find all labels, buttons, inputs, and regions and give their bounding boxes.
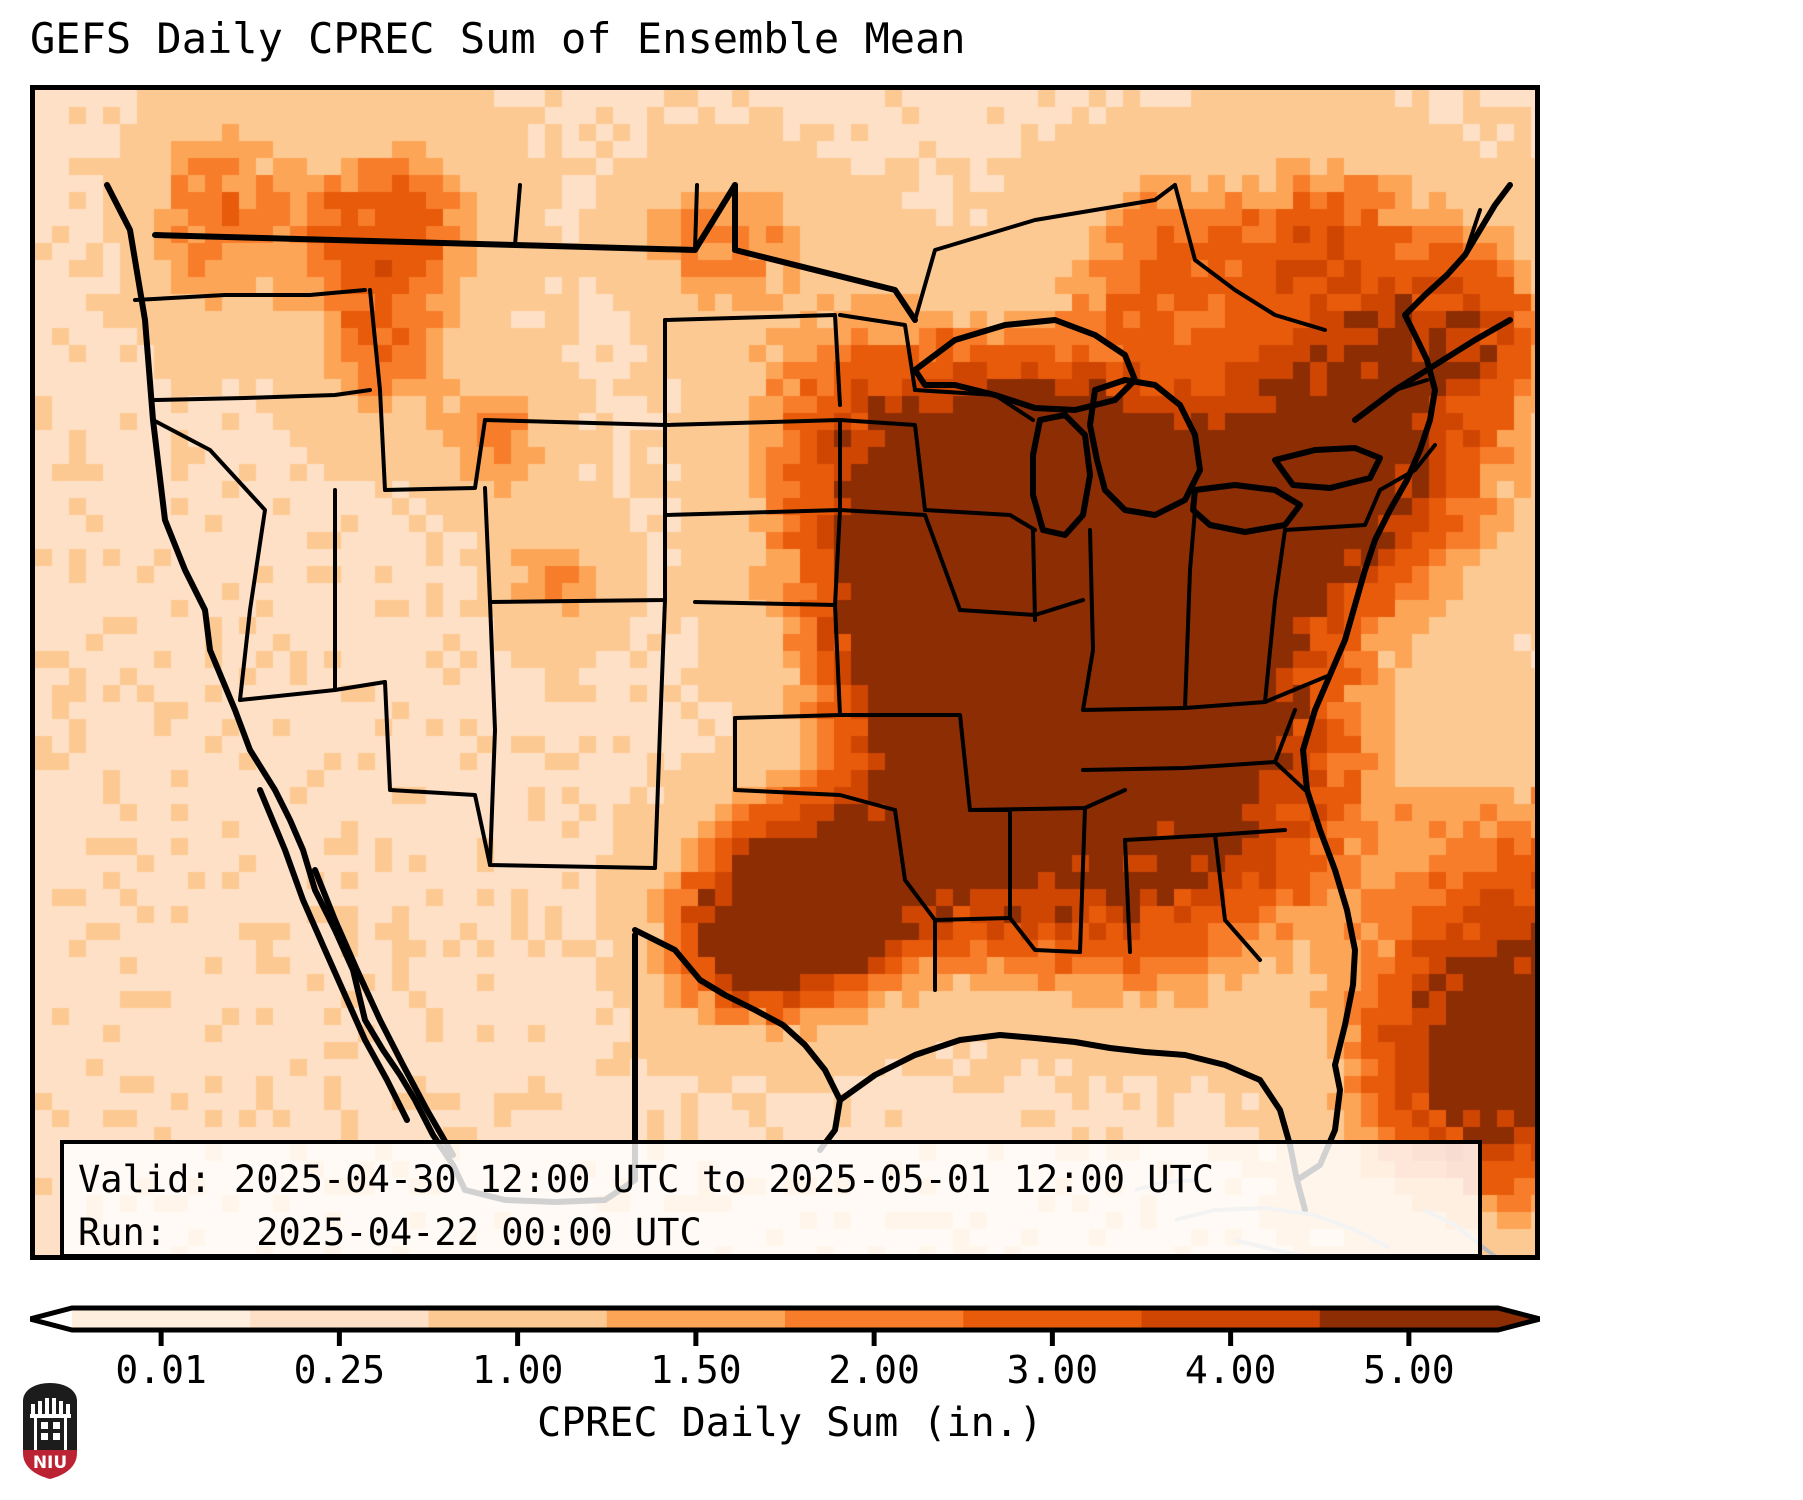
colorbar-tick-label: 0.25 [293,1348,386,1392]
colorbar-tick-label: 5.00 [1363,1348,1455,1392]
colorbar-tick-label: 1.00 [471,1348,564,1392]
run-time-text: Run: 2025-04-22 00:00 UTC [78,1211,702,1254]
colorbar-tick-labels: 0.01 0.25 1.00 1.50 2.00 3.00 4.00 5.00 [0,1348,1803,1398]
colorbar [30,1300,1540,1350]
colorbar-tick-label: 2.00 [828,1348,920,1392]
colorbar-tick-label: 3.00 [1006,1348,1099,1392]
colorbar-tick-label: 4.00 [1184,1348,1277,1392]
precipitation-heatmap [35,90,1535,1255]
map-panel [30,85,1540,1260]
colorbar-gradient [30,1305,1540,1346]
valid-time-text: Valid: 2025-04-30 12:00 UTC to 2025-05-0… [78,1158,1215,1201]
colorbar-tick-label: 1.50 [650,1348,742,1392]
figure-title: GEFS Daily CPREC Sum of Ensemble Mean [30,14,966,63]
colorbar-axis-label: CPREC Daily Sum (in.) [537,1400,1043,1446]
svg-text:NIU: NIU [33,1453,67,1473]
geographic-borders [104,182,1513,1255]
niu-logo: NIU [20,1380,80,1481]
colorbar-tick-label: 0.01 [115,1348,207,1392]
annotation-box: Valid: 2025-04-30 12:00 UTC to 2025-05-0… [60,1140,1482,1258]
